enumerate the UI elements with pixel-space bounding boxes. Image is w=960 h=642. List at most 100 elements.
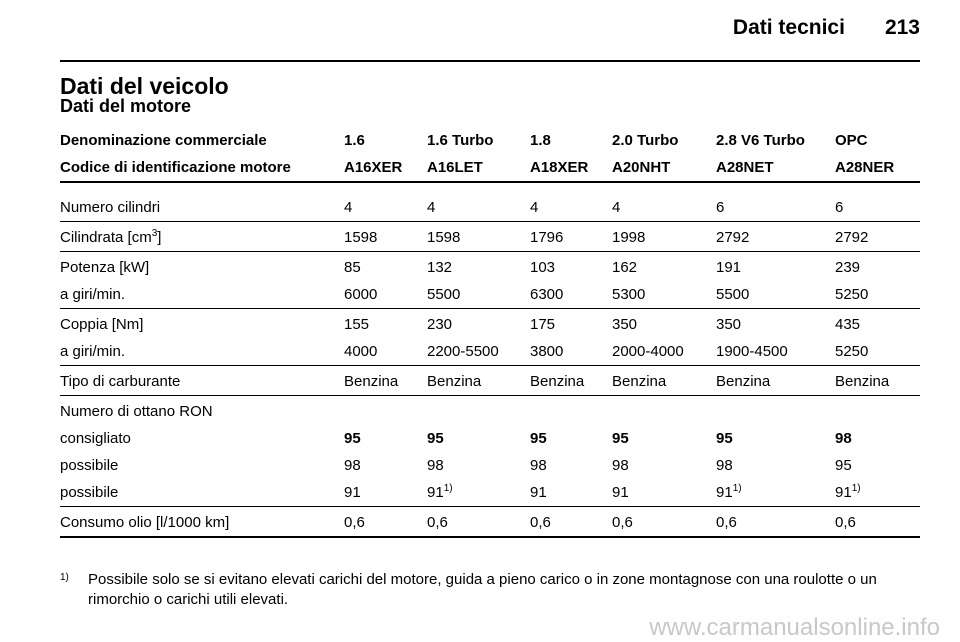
row-group: Cilindrata [cm3] 1598 1598 1796 1998 2792 2792 (60, 222, 920, 252)
table-row: Consumo olio [l/1000 km] 0,6 0,6 0,6 0,6 0,6 0… (60, 509, 920, 536)
cell: 5250 (835, 343, 869, 360)
cell: 4 (530, 199, 539, 216)
cell: Benzina (835, 373, 890, 390)
cell: Benzina (612, 373, 667, 390)
superscript: 1) (851, 483, 861, 494)
section: Dati tecnici (732, 16, 845, 39)
row-label: Coppia [Nm] (60, 316, 144, 333)
superscript: 1) (443, 483, 453, 494)
cell: 6 (716, 199, 725, 216)
header-row: Codice di identificazione motore A16XER A1… (60, 154, 920, 181)
cell: 132 (427, 259, 453, 276)
cell: 0,6 (716, 514, 737, 531)
table-row: Potenza [kW] 85 132 103 162 191 239 (60, 254, 920, 281)
row-label: consigliato (60, 430, 131, 447)
row-label: possibile (60, 484, 119, 501)
cell: Benzina (344, 373, 399, 390)
cell: 1598 (427, 229, 461, 246)
cell: 4 (344, 199, 353, 216)
table-row: Cilindrata [cm3] 1598 1598 1796 1998 2792 2792 (60, 224, 920, 251)
row-group: Potenza [kW] 85 132 103 162 191 239 a giri/min.… (60, 252, 920, 309)
row-label: Numero cilindri (60, 199, 161, 216)
cell: A16LET (427, 159, 483, 176)
cell: 1.6 Turbo (427, 132, 494, 149)
page-number: 213 (884, 16, 920, 39)
cell: 5250 (835, 286, 869, 303)
table-row: Tipo di carburante Benzina Benzina Benzina B… (60, 368, 920, 395)
cell: 162 (612, 259, 638, 276)
cell: 155 (344, 316, 370, 333)
table-row: Numero di ottano RON (60, 398, 920, 425)
row-group: Tipo di carburante Benzina Benzina Benzina B… (60, 366, 920, 396)
cell: 6 (835, 199, 844, 216)
cell: 5500 (427, 286, 461, 303)
cell: 191 (716, 259, 742, 276)
table-row: possibile 91 911) 91 91 911) 911) (60, 479, 920, 506)
cell: 911) (427, 479, 453, 506)
row-group: Numero di ottano RON consigliato 95 95 95 95 9… (60, 396, 920, 507)
superscript: 1) (732, 483, 742, 494)
cell: OPC (835, 132, 868, 149)
row-group: Numero cilindri 4 4 4 4 6 6 (60, 183, 920, 222)
cell: 91 (612, 484, 629, 501)
cell: 95 (612, 430, 629, 447)
cell: 175 (530, 316, 556, 333)
table-row: consigliato 95 95 95 95 95 98 (60, 425, 920, 452)
row-label: possibile (60, 457, 119, 474)
cell: 91 (530, 484, 547, 501)
cell-text: 91 (427, 484, 444, 501)
cell: 95 (835, 457, 852, 474)
cell: 0,6 (344, 514, 365, 531)
cell: 95 (344, 430, 361, 447)
row-label: a giri/min. (60, 343, 126, 360)
row-group: Coppia [Nm] 155 230 175 350 350 435 a giri/min.… (60, 309, 920, 366)
row-label: Consumo olio [l/1000 km] (60, 514, 230, 531)
cell: 98 (716, 457, 733, 474)
cell: 85 (344, 259, 361, 276)
cell: 95 (716, 430, 733, 447)
cell: 350 (612, 316, 638, 333)
cell: A16XER (344, 159, 403, 176)
row-label: Tipo di carburante (60, 373, 181, 390)
table-row: possibile 98 98 98 98 98 95 (60, 452, 920, 479)
cell-text: 91 (835, 484, 852, 501)
row-group: Consumo olio [l/1000 km] 0,6 0,6 0,6 0,6 0,6 0… (60, 507, 920, 538)
cell: 0,6 (835, 514, 856, 531)
cell: 0,6 (427, 514, 448, 531)
cell: 1.8 (530, 132, 551, 149)
watermark: www.carmanualsonline.info (649, 614, 940, 641)
cell: 1598 (344, 229, 378, 246)
cell: 103 (530, 259, 556, 276)
cell: 4 (427, 199, 436, 216)
cell: 0,6 (530, 514, 551, 531)
table-row: a giri/min. 6000 5500 6300 5300 5500 5250 (60, 281, 920, 308)
cell: 1.6 (344, 132, 365, 149)
cell: 98 (612, 457, 629, 474)
row-label: Denominazione commerciale (60, 132, 267, 149)
cell: Benzina (530, 373, 585, 390)
cell: 911) (835, 479, 861, 506)
cell: 2792 (835, 229, 869, 246)
row-label: Codice di identificazione motore (60, 159, 291, 176)
cell: 98 (530, 457, 547, 474)
cell: 91 (344, 484, 361, 501)
running-header: Dati tecnici 213 (733, 16, 920, 40)
header-row: Denominazione commerciale 1.6 1.6 Turbo 1.8… (60, 127, 920, 154)
footnote: 1) Possibile solo se si evitano elevati c… (60, 570, 930, 610)
cell: 2000-4000 (612, 343, 684, 360)
cell-text: 91 (716, 484, 733, 501)
row-label: Numero di ottano RON (60, 403, 213, 420)
title: Dati del veicolo (60, 73, 229, 99)
cell: 4000 (344, 343, 378, 360)
table-row: a giri/min. 4000 2200-5500 3800 2000-4000 190… (60, 338, 920, 365)
cell-text: Cilindrata [cm (60, 229, 152, 246)
cell: 95 (530, 430, 547, 447)
cell: 1900-4500 (716, 343, 788, 360)
cell: 0,6 (612, 514, 633, 531)
row-label: a giri/min. (60, 286, 126, 303)
cell: 4 (612, 199, 621, 216)
footnote-mark: 1) (60, 572, 69, 583)
cell: 2792 (716, 229, 750, 246)
cell: A28NER (835, 159, 895, 176)
